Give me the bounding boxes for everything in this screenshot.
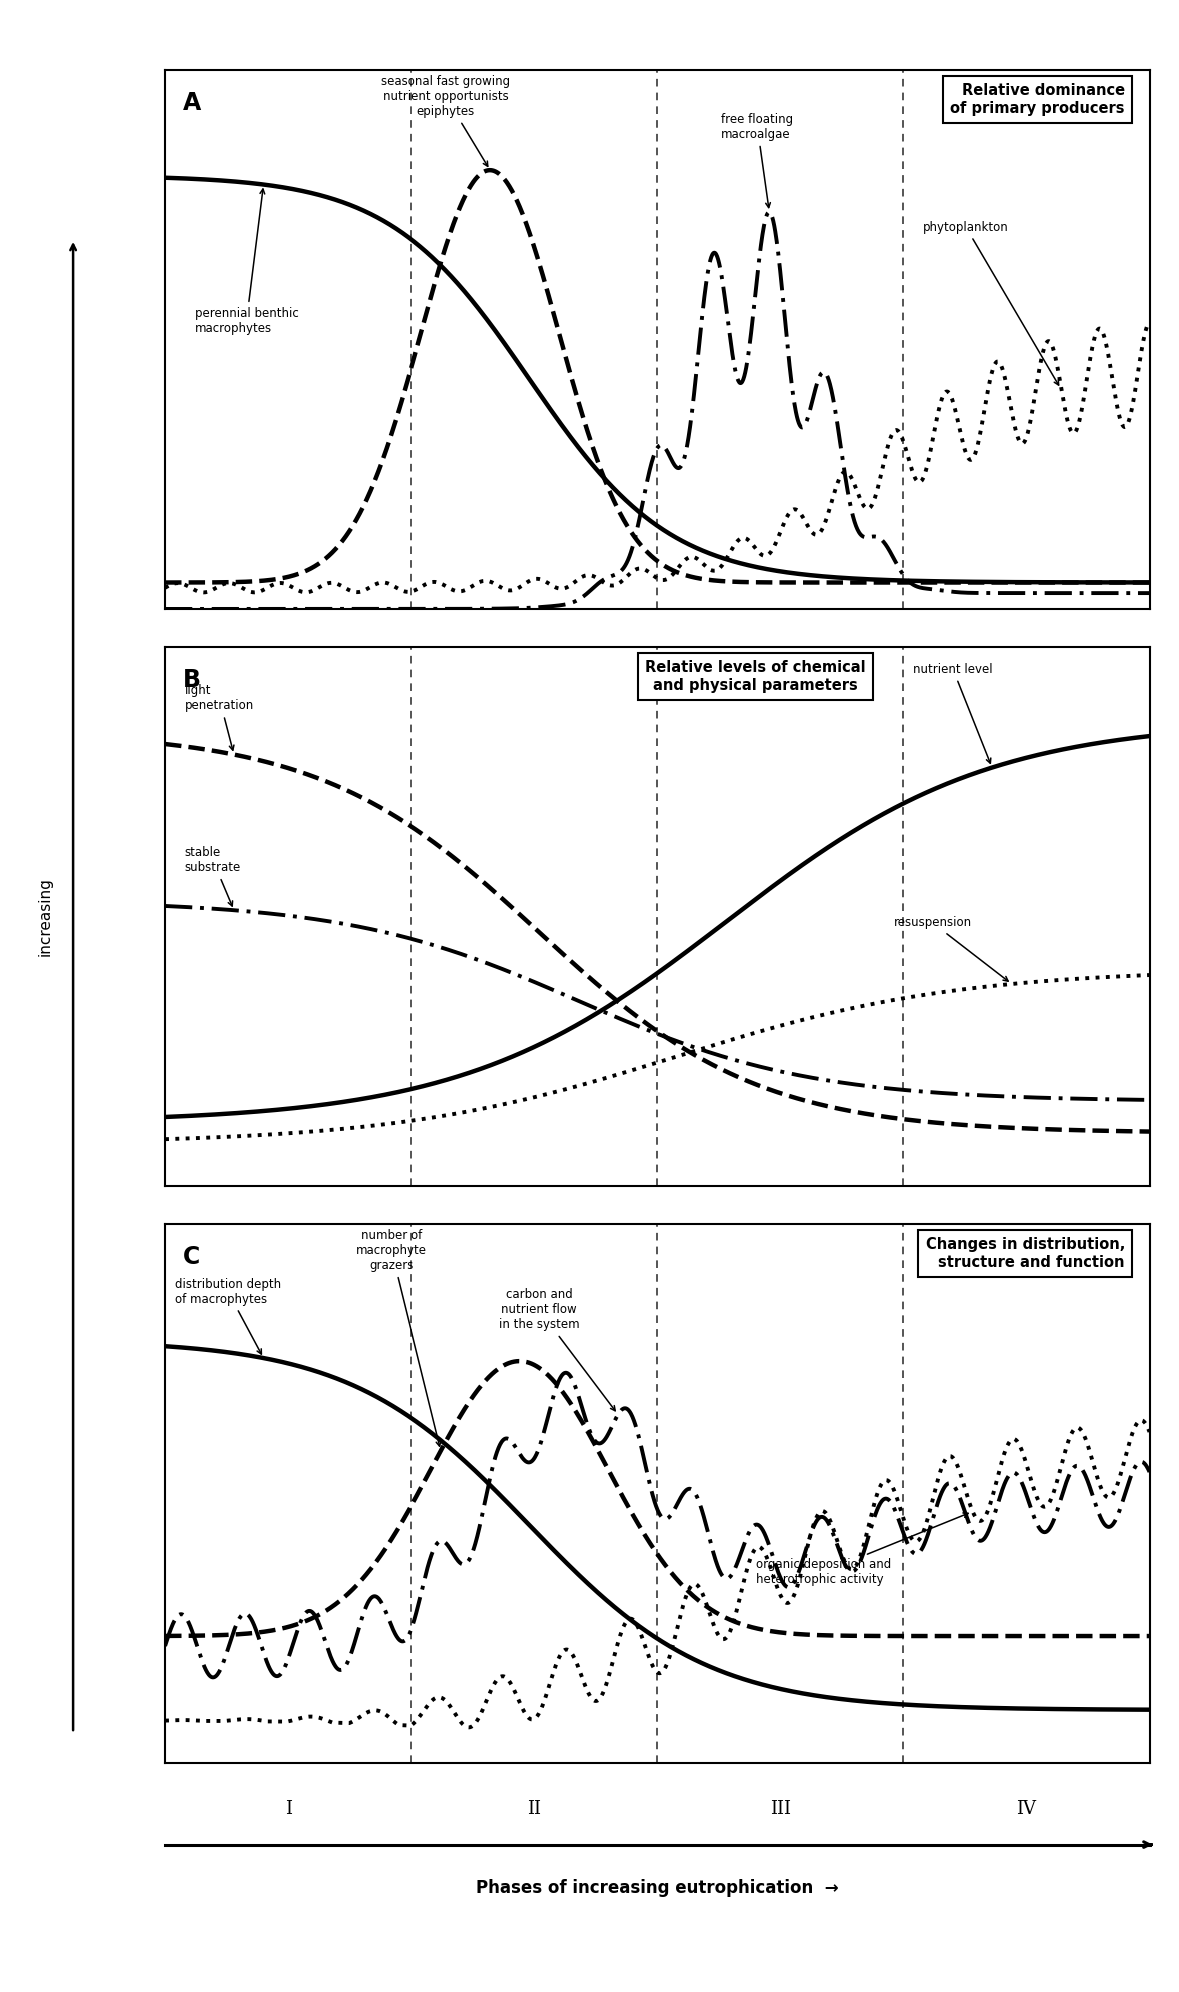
Text: increasing: increasing [38,876,52,956]
Text: phytoplankton: phytoplankton [923,221,1059,384]
Text: C: C [183,1245,200,1269]
Text: Phases of increasing eutrophication  →: Phases of increasing eutrophication → [476,1878,838,1898]
Text: A: A [183,92,202,116]
Text: distribution depth
of macrophytes: distribution depth of macrophytes [174,1277,281,1355]
Text: seasonal fast growing
nutrient opportunists
epiphytes: seasonal fast growing nutrient opportuni… [381,76,511,165]
Text: organic deposition and
heterotrophic activity: organic deposition and heterotrophic act… [756,1514,968,1586]
Text: I: I [284,1799,291,1819]
Text: free floating
macroalgae: free floating macroalgae [722,114,793,207]
Text: Relative dominance
of primary producers: Relative dominance of primary producers [950,84,1125,116]
Text: resuspension: resuspension [894,916,1008,982]
Text: perennial benthic
macrophytes: perennial benthic macrophytes [195,189,298,335]
Text: B: B [183,667,200,693]
Text: carbon and
nutrient flow
in the system: carbon and nutrient flow in the system [499,1289,615,1410]
Text: IV: IV [1016,1799,1036,1819]
Text: Relative levels of chemical
and physical parameters: Relative levels of chemical and physical… [645,659,867,693]
Text: number of
macrophyte
grazers: number of macrophyte grazers [356,1229,441,1446]
Text: nutrient level: nutrient level [914,663,993,763]
Text: stable
substrate: stable substrate [185,847,241,906]
Text: II: II [527,1799,541,1819]
Text: Changes in distribution,
structure and function: Changes in distribution, structure and f… [926,1237,1125,1269]
Text: III: III [770,1799,791,1819]
Text: light
penetration: light penetration [185,685,253,751]
